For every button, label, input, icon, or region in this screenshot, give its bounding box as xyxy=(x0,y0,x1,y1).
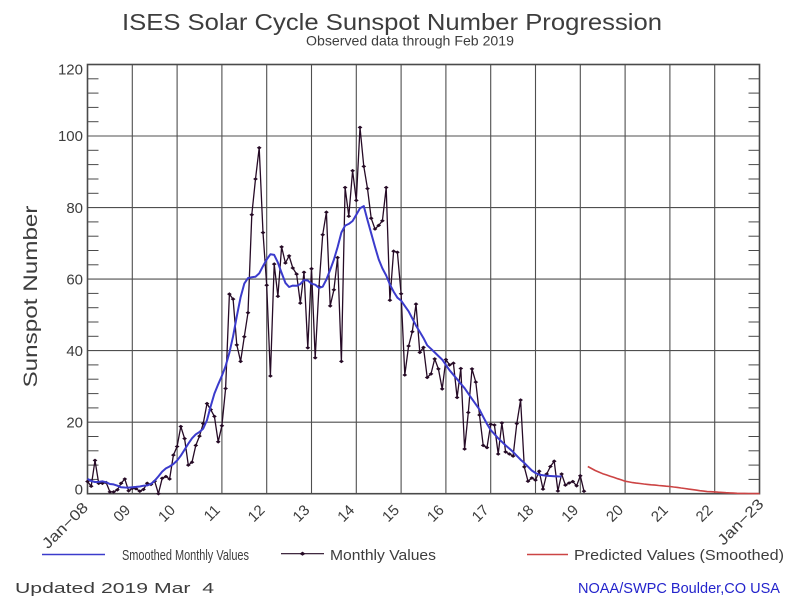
svg-text:120: 120 xyxy=(58,61,83,78)
svg-text:0: 0 xyxy=(75,481,83,498)
svg-text:60: 60 xyxy=(66,271,83,288)
svg-text:Observed data through Feb 2019: Observed data through Feb 2019 xyxy=(306,33,514,49)
svg-text:ISES Solar Cycle Sunspot Numbe: ISES Solar Cycle Sunspot Number Progress… xyxy=(122,9,662,35)
svg-text:Smoothed Monthly Values: Smoothed Monthly Values xyxy=(122,547,249,564)
svg-text:100: 100 xyxy=(58,128,83,145)
svg-text:Predicted Values (Smoothed): Predicted Values (Smoothed) xyxy=(574,547,784,564)
svg-text:Updated 2019 Mar 4: Updated 2019 Mar 4 xyxy=(15,580,214,597)
svg-text:Sunspot Number: Sunspot Number xyxy=(21,205,42,388)
svg-text:Monthly Values: Monthly Values xyxy=(330,547,436,564)
svg-text:NOAA/SWPC Boulder,CO USA: NOAA/SWPC Boulder,CO USA xyxy=(578,581,780,597)
svg-text:40: 40 xyxy=(66,343,83,360)
svg-text:80: 80 xyxy=(66,200,83,217)
svg-text:20: 20 xyxy=(66,414,83,431)
